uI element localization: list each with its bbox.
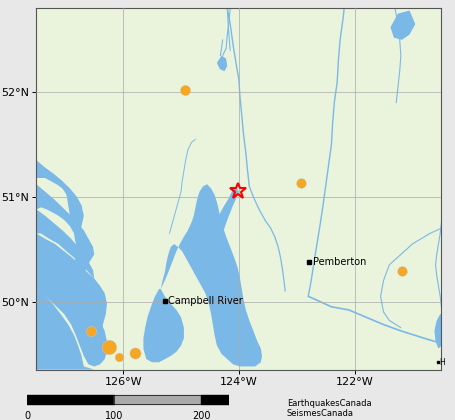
Polygon shape: [36, 184, 94, 304]
Text: 0: 0: [24, 412, 30, 420]
Point: [115, 354, 122, 360]
Point: [399, 268, 406, 275]
Polygon shape: [217, 55, 228, 71]
Polygon shape: [161, 184, 262, 367]
Polygon shape: [36, 160, 84, 234]
Polygon shape: [210, 186, 239, 249]
Text: km: km: [208, 395, 222, 404]
Polygon shape: [36, 234, 107, 362]
Point: [298, 180, 305, 186]
Text: 200: 200: [192, 412, 211, 420]
Point: [105, 343, 112, 350]
Point: [131, 349, 138, 356]
Polygon shape: [143, 289, 184, 362]
Text: Pemberton: Pemberton: [313, 257, 366, 267]
Polygon shape: [36, 289, 94, 370]
Text: EarthquakesCanada
SeismesCanada: EarthquakesCanada SeismesCanada: [287, 399, 371, 418]
Point: [182, 87, 189, 93]
Polygon shape: [188, 205, 217, 244]
Polygon shape: [36, 262, 107, 367]
Polygon shape: [36, 210, 94, 278]
Text: Campbell River: Campbell River: [168, 296, 243, 305]
Text: H: H: [440, 358, 445, 367]
Text: 100: 100: [105, 412, 123, 420]
Point: [88, 328, 95, 334]
Polygon shape: [390, 10, 415, 40]
Polygon shape: [435, 314, 441, 349]
